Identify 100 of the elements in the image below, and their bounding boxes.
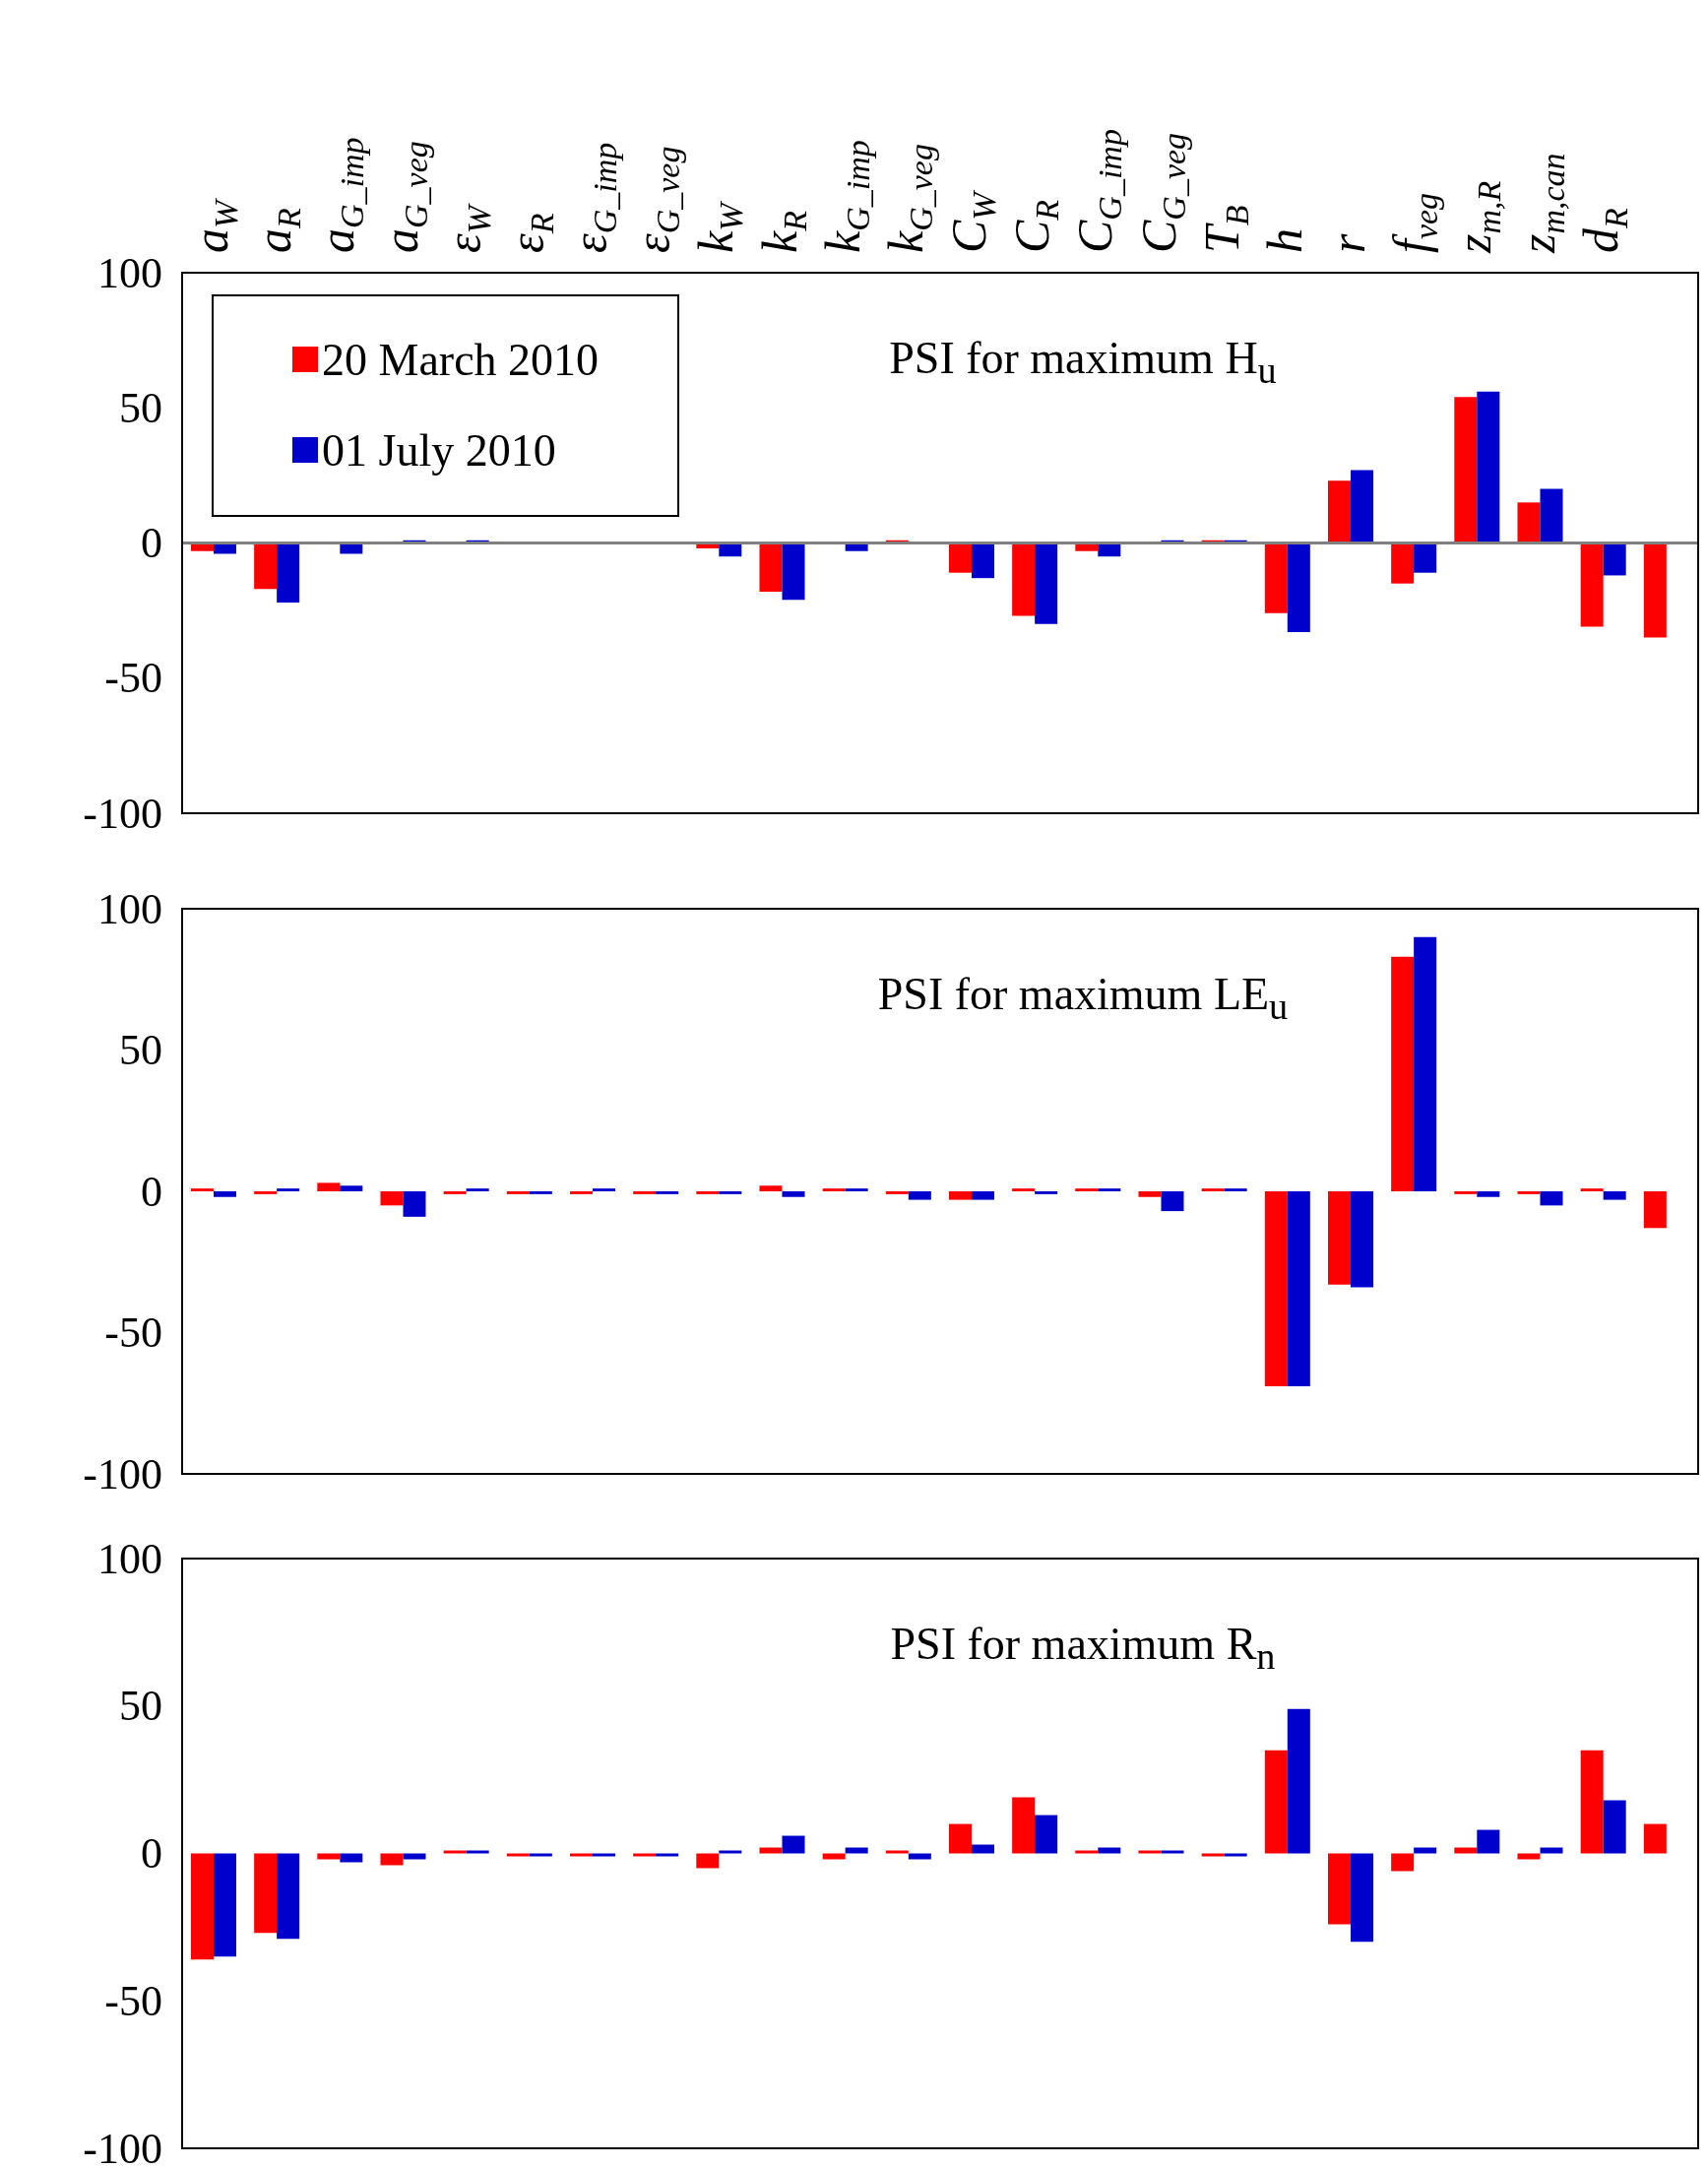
bar xyxy=(190,1853,214,1960)
bar xyxy=(1540,1191,1563,1206)
y-tick-label: -100 xyxy=(83,789,162,838)
bar xyxy=(1287,542,1310,633)
bar xyxy=(1643,542,1667,638)
x-tick-label: r xyxy=(1320,233,1376,253)
bar xyxy=(1161,1191,1184,1212)
bar xyxy=(845,1847,868,1854)
y-tick-label: -100 xyxy=(83,2124,162,2168)
bar xyxy=(443,1191,467,1194)
bar xyxy=(1580,542,1604,627)
bar xyxy=(1580,1188,1604,1191)
bar xyxy=(759,1185,783,1191)
bar xyxy=(1264,542,1288,613)
bar xyxy=(971,542,994,579)
bar xyxy=(845,1188,868,1191)
bar xyxy=(380,1853,404,1866)
bar xyxy=(1603,1191,1626,1200)
bar xyxy=(1201,1188,1225,1191)
bar xyxy=(277,1188,300,1191)
bar xyxy=(443,1850,467,1854)
bar xyxy=(1350,470,1373,543)
bar xyxy=(971,1191,994,1200)
bar xyxy=(822,1188,846,1191)
bar xyxy=(1350,1191,1373,1288)
bar xyxy=(277,1853,300,1940)
bar xyxy=(1540,1847,1563,1854)
bar xyxy=(1138,1850,1162,1854)
bar xyxy=(1035,1815,1058,1854)
bar xyxy=(759,542,783,592)
bar xyxy=(1643,1823,1667,1854)
bar xyxy=(885,1191,909,1194)
bar xyxy=(1454,397,1478,543)
bar xyxy=(885,1850,909,1854)
bar xyxy=(380,1191,404,1206)
bar xyxy=(782,1835,805,1854)
x-tick-label: h xyxy=(1256,228,1312,253)
bar xyxy=(1414,542,1437,573)
bar xyxy=(1643,1191,1667,1229)
y-tick-label: 0 xyxy=(141,519,162,567)
y-tick-label: -100 xyxy=(83,1449,162,1498)
text: PSI for maximum H$_{u}$ xyxy=(889,333,1277,392)
text: PSI for maximum R$_{n}$ xyxy=(889,1618,1277,1679)
bar xyxy=(1540,488,1563,543)
bar xyxy=(213,1853,236,1957)
bar xyxy=(1477,1829,1500,1854)
bar xyxy=(1327,480,1351,543)
bar xyxy=(759,1847,783,1854)
legend-label: 20 March 2010 xyxy=(322,333,600,386)
bar xyxy=(1603,542,1626,576)
bar xyxy=(719,1191,742,1194)
bar xyxy=(1161,1850,1184,1854)
bar xyxy=(592,1188,615,1191)
y-tick-label: 100 xyxy=(97,248,162,297)
y-tick-label: 100 xyxy=(97,884,162,933)
bar xyxy=(1517,1191,1541,1194)
bar xyxy=(1287,1191,1310,1387)
y-tick-label: 0 xyxy=(141,1167,162,1216)
bar xyxy=(782,542,805,601)
bar xyxy=(1391,956,1415,1191)
bar xyxy=(1350,1853,1373,1943)
bar xyxy=(1264,1750,1288,1854)
bar xyxy=(340,1185,363,1191)
bar xyxy=(254,1853,278,1934)
y-tick-label: 50 xyxy=(119,383,162,432)
bar xyxy=(1075,1188,1099,1191)
text: PSI for maximum LE$_{u}$ xyxy=(876,968,1290,1029)
bar xyxy=(1098,1188,1121,1191)
bar xyxy=(1391,542,1415,584)
bar xyxy=(782,1191,805,1197)
y-tick-label: 50 xyxy=(119,1026,162,1074)
bar xyxy=(1477,391,1500,543)
bar xyxy=(656,1191,679,1194)
bar xyxy=(696,1191,720,1194)
bar xyxy=(948,1823,972,1854)
bar xyxy=(948,1191,972,1200)
bar xyxy=(1327,1853,1351,1925)
bar xyxy=(1012,1188,1036,1191)
legend-label: 01 July 2010 xyxy=(322,423,556,477)
y-tick-label: -50 xyxy=(104,654,162,703)
bar xyxy=(696,1853,720,1869)
bar xyxy=(529,1191,552,1194)
bar xyxy=(1454,1847,1478,1854)
bar xyxy=(317,1182,341,1191)
bar xyxy=(277,542,300,603)
bar xyxy=(948,542,972,573)
bar xyxy=(1414,936,1437,1191)
y-tick-label: 0 xyxy=(141,1829,162,1878)
bar xyxy=(1035,1191,1058,1194)
bar xyxy=(1580,1750,1604,1854)
y-tick-label: 50 xyxy=(119,1682,162,1731)
bar xyxy=(719,1850,742,1854)
bar xyxy=(403,1191,426,1217)
bar xyxy=(1075,1850,1099,1854)
bar xyxy=(569,1191,593,1194)
bar xyxy=(1327,1191,1351,1285)
bar xyxy=(1287,1708,1310,1854)
bar xyxy=(1477,1191,1500,1197)
bar xyxy=(633,1191,657,1194)
y-tick-label: -50 xyxy=(104,1308,162,1357)
